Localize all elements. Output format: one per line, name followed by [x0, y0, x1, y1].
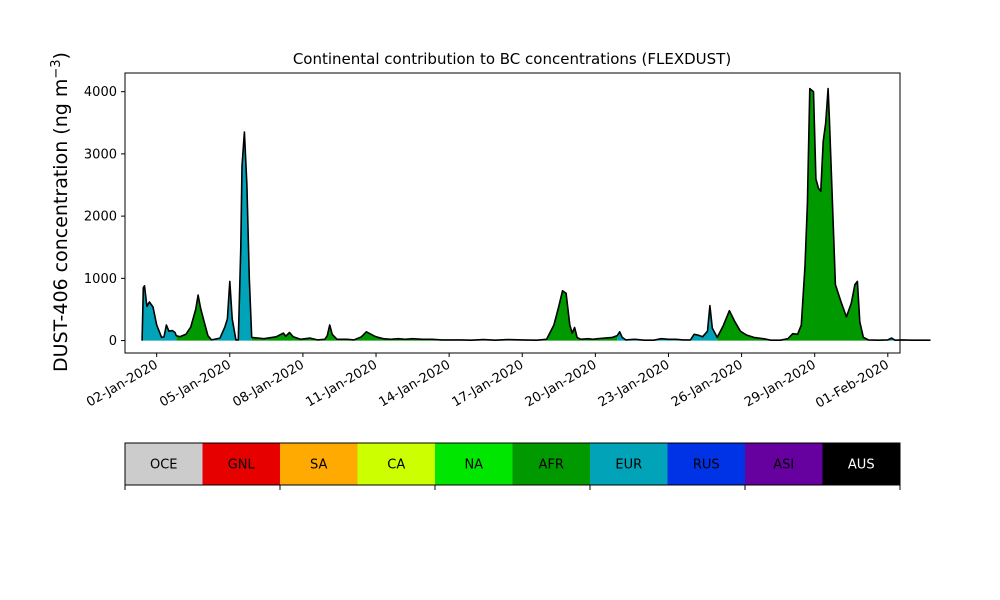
x-tick-label: 01-Feb-2020: [813, 357, 892, 411]
x-tick-label: 26-Jan-2020: [669, 357, 746, 410]
y-tick-label: 1000: [84, 272, 117, 287]
x-tick-label: 20-Jan-2020: [523, 357, 600, 410]
legend-label-rus: RUS: [693, 458, 720, 473]
legend-swatch-oce: [125, 443, 203, 485]
legend-swatch-ca: [357, 443, 435, 485]
legend-swatch-sa: [280, 443, 358, 485]
y-tick-label: 0: [109, 334, 117, 349]
legend-swatch-eur: [590, 443, 668, 485]
y-axis-label-sup: −3: [49, 59, 64, 78]
legend-swatch-gnl: [202, 443, 280, 485]
x-tick-label: 02-Jan-2020: [84, 357, 161, 410]
legend-label-eur: EUR: [615, 458, 642, 473]
series-area-afr-3: [251, 290, 618, 341]
legend-label-sa: SA: [310, 458, 327, 473]
color-legend: OCE GNL SA CA NA AFR EUR RUS ASI AUS: [124, 442, 901, 490]
legend-label-na: NA: [464, 458, 483, 473]
legend-label-afr: AFR: [539, 458, 564, 473]
legend-label-ca: CA: [387, 458, 405, 473]
legend-swatch-asi: [745, 443, 823, 485]
total-outline: [141, 87, 931, 341]
x-tick-label: 14-Jan-2020: [377, 357, 454, 410]
plot-series: [141, 87, 931, 341]
x-tick-label: 17-Jan-2020: [450, 357, 527, 410]
legend-frame: [124, 442, 901, 486]
x-axis: 02-Jan-202005-Jan-202008-Jan-202011-Jan-…: [84, 353, 892, 411]
legend-swatch-afr: [512, 443, 590, 485]
legend-swatch-aus: [822, 443, 900, 485]
legend-label-asi: ASI: [773, 458, 794, 473]
y-axis-label-close: ): [50, 52, 72, 59]
legend-swatch-rus: [667, 443, 745, 485]
plot-frame: [124, 72, 901, 354]
y-axis: 0 1000 2000 3000 4000: [84, 85, 125, 349]
x-tick-label: 08-Jan-2020: [230, 357, 307, 410]
y-axis-label: DUST-406 concentration (ng m−3): [49, 52, 73, 372]
y-tick-label: 2000: [84, 210, 117, 225]
chart-title: Continental contribution to BC concentra…: [293, 50, 731, 68]
y-tick-label: 4000: [84, 85, 117, 100]
y-tick-label: 3000: [84, 147, 117, 162]
x-tick-label: 29-Jan-2020: [742, 357, 819, 410]
legend-label-gnl: GNL: [228, 458, 256, 473]
y-axis-label-main: DUST-406 concentration (ng m: [50, 79, 72, 372]
legend-label-aus: AUS: [848, 458, 875, 473]
series-area-eur-4: [617, 305, 718, 341]
x-tick-label: 05-Jan-2020: [157, 357, 234, 410]
x-tick-label: 23-Jan-2020: [596, 357, 673, 410]
legend-swatch-na: [435, 443, 513, 485]
series-area-eur-2: [211, 132, 252, 341]
series-area-eur-0: [142, 285, 177, 341]
x-tick-label: 11-Jan-2020: [303, 357, 380, 410]
legend-label-oce: OCE: [150, 458, 178, 473]
